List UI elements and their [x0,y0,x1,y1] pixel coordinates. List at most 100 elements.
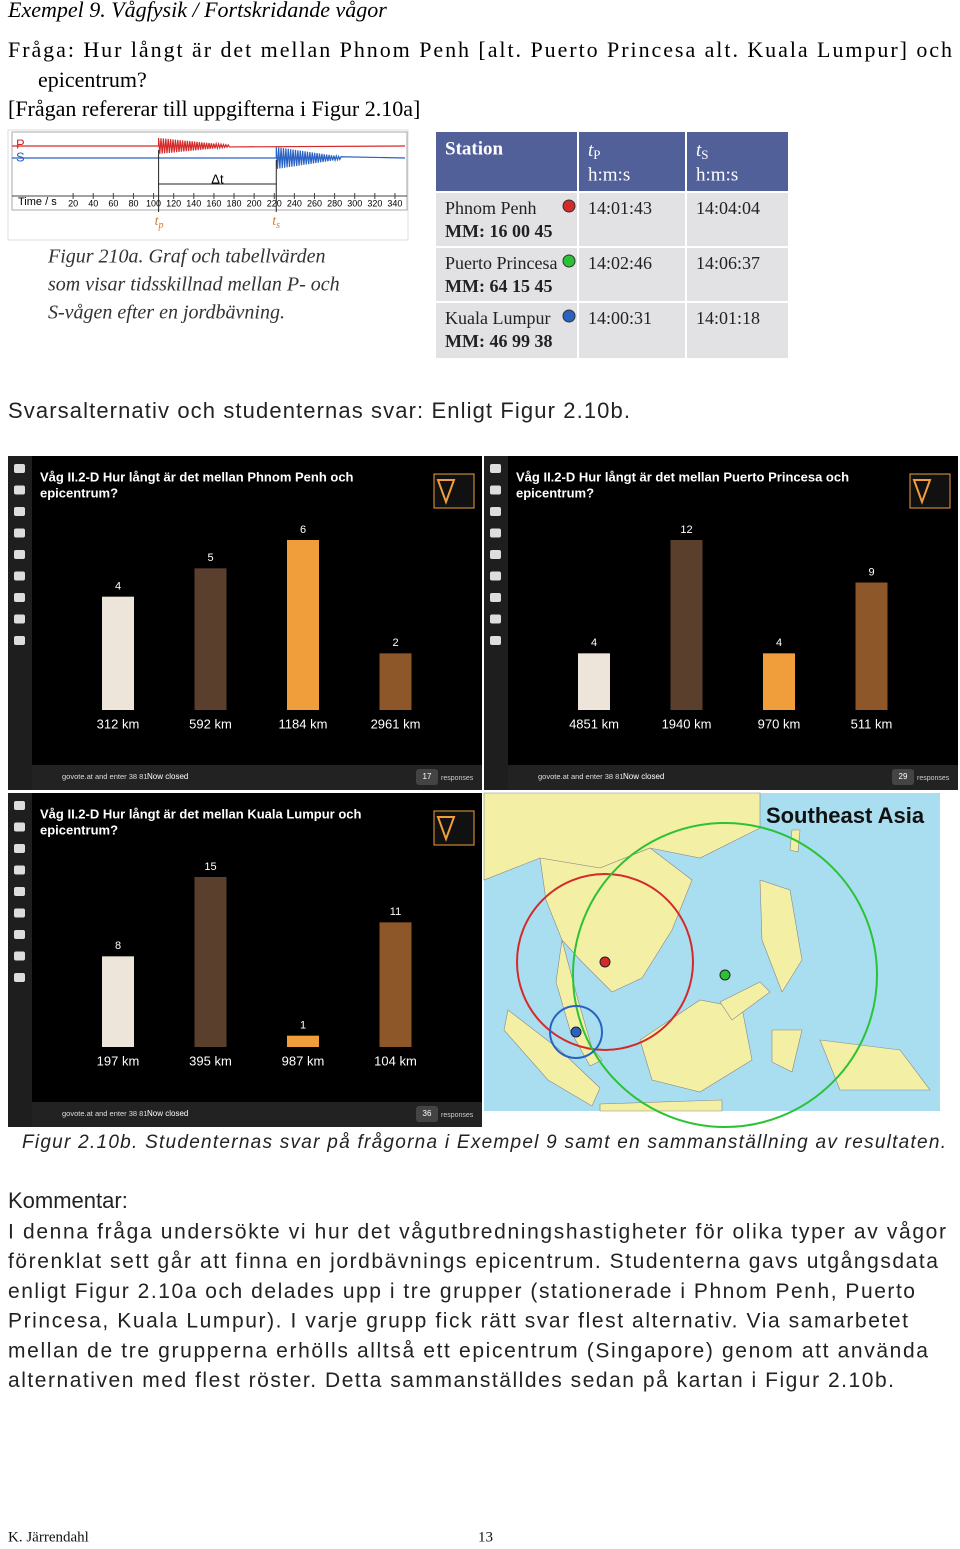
question-line: Fråga: Hur långt är det mellan Phnom Pen… [8,37,952,62]
s-label: S [16,149,25,164]
sidebar-icon [490,507,501,516]
responses-box [416,769,438,785]
p-wave [12,137,406,154]
category-label: 312 km [97,716,140,731]
responses-box [892,769,914,785]
question-line: epicentrum? [38,67,147,92]
sidebar-icon [14,485,25,495]
comment-line: mellan de tre grupperna erhölls alltså e… [8,1339,928,1362]
ts: 14:06:37 [696,253,760,273]
bar [670,540,703,710]
category-label: 395 km [189,1053,232,1068]
station-dot [562,309,576,323]
value-label: 2 [392,637,398,649]
comment-line: I denna fråga undersökte vi hur det vågu… [8,1221,946,1244]
tick-label: 280 [327,198,342,208]
table-header-unit: h:m:s [588,164,630,185]
bar [194,568,227,710]
range-circle [516,873,694,1051]
tick-label: 320 [367,198,382,208]
sidebar-icon [14,636,25,645]
category-label: 511 km [851,716,893,731]
footer-bar [32,765,482,790]
station: Puerto Princesa [445,253,557,273]
bar [379,653,412,710]
tick-label: 260 [307,198,322,208]
question-reference: [Frågan refererar till uppgifterna i Fig… [8,96,420,121]
tp: 14:02:46 [588,253,652,273]
tick-label: 200 [247,198,262,208]
category-label: 1184 km [279,716,328,731]
sidebar-icon [14,908,25,918]
responses: 36 [423,1109,432,1118]
status: Now closed [147,1109,188,1118]
poll-title: epicentrum? [40,822,118,837]
value-label: 6 [300,524,306,536]
bar [763,653,795,710]
tp: 14:01:43 [588,198,652,218]
station-marker [599,956,611,968]
category-label: 592 km [189,716,232,731]
panel [8,456,482,790]
poll-title: Våg II.2-D Hur långt är det mellan Puert… [516,469,849,484]
sidebar-icon [14,865,25,875]
station-dot [562,254,576,268]
poll-title: Våg II.2-D Hur långt är det mellan Phnom… [40,469,354,484]
bar [578,653,610,710]
tick-label: 340 [387,198,402,208]
sidebar-icon [14,887,25,896]
time-marker: tp [155,214,164,231]
table-header-unit: h:m:s [696,164,738,185]
category-label: 4851 km [569,716,619,731]
page-number: 13 [478,1529,493,1545]
table-row [436,247,788,302]
station: Phnom Penh [445,198,537,218]
logo-mark [912,479,932,505]
station-marker [570,1026,582,1038]
ts: 14:01:18 [696,308,760,328]
station-dot [562,199,576,213]
tick-label: 80 [128,198,138,208]
vote-info: govote.at and enter 38 81 [62,772,148,781]
comment-heading: Kommentar: [8,1188,128,1213]
footer-bar [32,1102,482,1127]
subscript: S [701,147,708,162]
subscript: s [276,220,280,231]
station: Kuala Lumpur [445,308,550,328]
responses-label: responses [441,775,474,782]
sidebar-icon [490,593,501,602]
delta-label: Δt [211,171,224,186]
responses: 17 [423,772,432,781]
s-wave [12,146,406,169]
tick-label: 300 [347,198,362,208]
ts: 14:04:04 [696,198,760,218]
sidebar-icon [14,464,25,473]
vote-info: govote.at and enter 38 81 [538,772,624,781]
comment-line: Princesa, Kuala Lumpur). I varje grupp f… [8,1310,908,1333]
figure-caption: Figur 2.10b. Studenternas svar på frågor… [22,1132,946,1153]
sidebar-icon [14,614,25,624]
logo-mark [436,479,456,505]
value-label: 11 [390,906,401,918]
status: Now closed [623,772,664,781]
sidebar-icon [490,550,501,559]
tick-label: 160 [206,198,221,208]
title: Exempel 9. Vågfysik / Fortskridande vågo… [7,0,387,22]
bar [102,596,134,710]
vote-info: govote.at and enter 38 81 [62,1109,148,1118]
sidebar-icon [490,614,501,624]
sidebar-icon [490,485,501,495]
bar [855,582,888,710]
axis-label: Time / s [18,196,57,208]
category-label: 1940 km [662,716,712,731]
tick-label: 120 [166,198,181,208]
tp: 14:00:31 [588,308,652,328]
caption: som visar tidsskillnad mellan P- och [48,274,340,296]
value-label: 5 [207,552,213,564]
land [483,792,931,1112]
station-mm: MM: 46 99 38 [445,331,552,351]
sidebar-icon [14,930,25,939]
